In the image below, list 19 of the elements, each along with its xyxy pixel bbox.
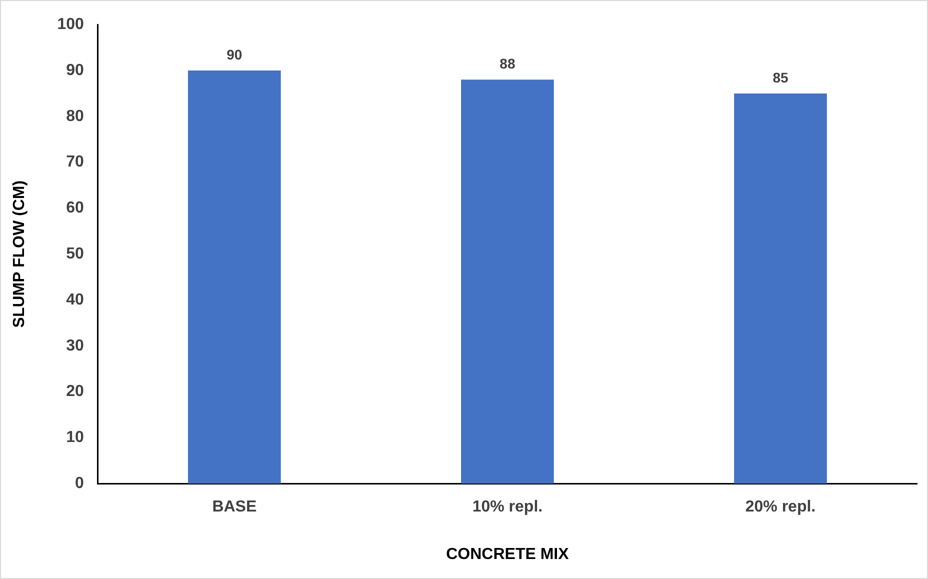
- y-tick-label: 60: [66, 200, 84, 217]
- y-tick-label: 10: [66, 429, 84, 446]
- y-tick-label: 100: [57, 16, 84, 34]
- y-tick-label: 70: [66, 154, 84, 171]
- y-tick-label: 40: [66, 291, 84, 308]
- x-axis-title: CONCRETE MIX: [446, 546, 570, 563]
- x-tick-label: 10% repl.: [472, 498, 543, 516]
- y-axis-title: SLUMP FLOW (CM): [11, 180, 28, 328]
- data-label: 85: [772, 69, 788, 86]
- y-tick-label: 0: [74, 475, 84, 492]
- y-tick-label: 80: [66, 108, 84, 125]
- data-label: 88: [500, 56, 516, 72]
- x-tick-label: BASE: [212, 498, 257, 516]
- y-tick-label: 50: [66, 246, 84, 263]
- y-tick-label: 90: [66, 62, 84, 79]
- x-tick-label: 20% repl.: [745, 498, 816, 516]
- y-tick-label: 20: [66, 383, 84, 400]
- data-label: 90: [226, 46, 242, 62]
- y-tick-label: 30: [66, 337, 84, 354]
